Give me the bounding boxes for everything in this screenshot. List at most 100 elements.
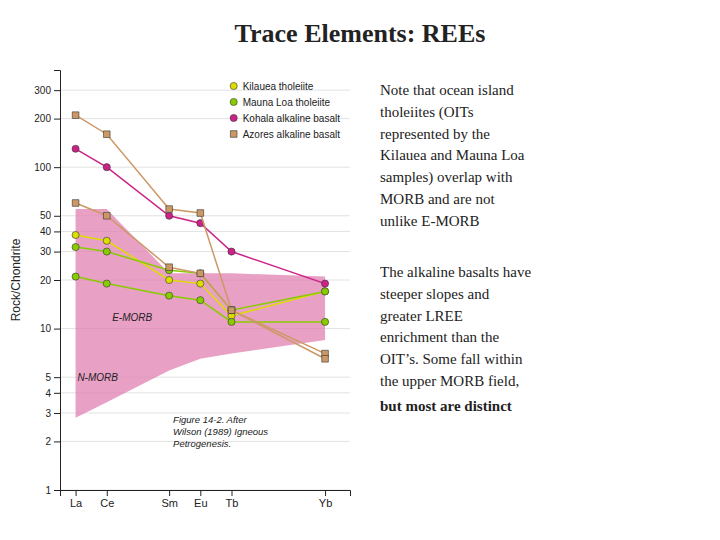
marks <box>72 112 329 418</box>
y-tick-mark <box>54 329 60 330</box>
x-tick-label: La <box>70 497 83 509</box>
data-point <box>197 270 204 277</box>
series-line <box>76 203 325 359</box>
x-tick: Sm <box>161 490 178 509</box>
y-axis-line <box>54 71 61 491</box>
y-tick: 50 <box>40 210 60 221</box>
x-tick-mark <box>325 490 326 496</box>
data-point <box>103 212 110 219</box>
y-tick: 2 <box>45 436 60 447</box>
legend-marker <box>230 131 237 138</box>
data-point <box>197 280 204 287</box>
y-tick-mark <box>54 393 60 394</box>
x-tick: Tb <box>226 490 239 509</box>
legend-marker <box>230 114 237 121</box>
x-tick-label: Eu <box>194 497 207 509</box>
data-point <box>197 210 204 217</box>
y-tick-mark <box>54 413 60 414</box>
data-point <box>103 131 110 138</box>
x-tick-mark <box>200 490 201 496</box>
y-tick-label: 10 <box>40 323 52 334</box>
y-axis: 123451020304050100200300 <box>34 71 60 496</box>
y-tick-label: 200 <box>34 113 51 124</box>
caption: Figure 14-2. After Wilson (1989) Igneous… <box>173 414 268 450</box>
y-tick-label: 40 <box>40 226 52 237</box>
chart-svg: Trace Elements: REEs La Ce Sm Eu Tb Yb 1 2 3 4 5 10 2… <box>0 0 720 540</box>
x-tick-label: Yb <box>319 497 332 509</box>
legend-label: Kohala alkaline basalt <box>243 113 341 124</box>
y-tick-mark <box>54 119 60 120</box>
data-point <box>197 297 204 304</box>
data-point <box>72 231 79 238</box>
data-point <box>72 243 79 250</box>
y-tick: 4 <box>45 388 60 399</box>
note: The alkaline basalts have steeper slopes… <box>380 262 531 393</box>
data-point <box>103 164 110 171</box>
y-tick: 10 <box>40 323 60 334</box>
morb-field <box>76 209 325 418</box>
series-line <box>76 247 325 310</box>
x-axis-line <box>61 491 351 497</box>
legend: Kilauea tholeiite Mauna Loa tholeiite Koha… <box>230 81 340 140</box>
y-tick-label: 3 <box>45 408 51 419</box>
y-tick-label: 100 <box>34 162 51 173</box>
grid <box>60 90 350 490</box>
data-point <box>228 307 235 314</box>
x-tick-mark <box>169 490 170 496</box>
plot: LaCeSmEuTbYb123451020304050100200300Rock… <box>9 71 351 509</box>
y-tick-label: 30 <box>40 246 52 257</box>
note-highlight: but most are distinct <box>380 396 512 418</box>
legend-item: Kohala alkaline basalt <box>230 113 340 124</box>
y-tick-label: 2 <box>45 436 51 447</box>
data-point <box>72 200 79 207</box>
data-point <box>103 248 110 255</box>
y-tick-mark <box>54 231 60 232</box>
y-tick: 40 <box>40 226 60 237</box>
legend-item: Kilauea tholeiite <box>230 81 314 92</box>
data-point <box>166 206 173 213</box>
y-tick-mark <box>54 490 60 491</box>
y-tick: 3 <box>45 408 60 419</box>
legend-marker <box>230 98 237 105</box>
field-label: E-MORB <box>112 312 152 324</box>
legend-label: Mauna Loa tholeiite <box>243 97 331 108</box>
legend-item: Azores alkaline basalt <box>230 129 340 140</box>
x-axis: La Ce Sm Eu Tb Yb <box>61 490 351 509</box>
y-tick: 1 <box>45 485 60 496</box>
data-point <box>166 276 173 283</box>
y-tick: 5 <box>45 372 60 383</box>
data-point <box>166 212 173 219</box>
y-tick-label: 5 <box>45 372 51 383</box>
y-tick-mark <box>54 280 60 281</box>
data-point <box>321 288 328 295</box>
x-tick-label: Tb <box>226 497 239 509</box>
y-tick: 200 <box>34 113 60 124</box>
x-tick-mark <box>107 490 108 496</box>
legend-label: Azores alkaline basalt <box>243 129 340 140</box>
data-point <box>72 112 79 119</box>
title: Trace Elements: REEs <box>235 19 486 48</box>
legend-marker <box>230 82 237 89</box>
data-point <box>228 307 235 314</box>
data-point <box>166 292 173 299</box>
series-line <box>76 235 325 316</box>
data-point <box>166 264 173 271</box>
x-tick: Ce <box>100 490 114 509</box>
chart-container: Trace Elements: REEs La Ce Sm Eu Tb Yb 1 2 3 4 5 10 2… <box>0 0 720 540</box>
y-tick-label: 1 <box>45 485 51 496</box>
y-tick-mark <box>54 216 60 217</box>
series-line <box>76 115 325 353</box>
data-point <box>322 355 329 362</box>
x-tick-mark <box>232 490 233 496</box>
x-tick: Yb <box>319 490 332 509</box>
data-point <box>321 288 328 295</box>
y-tick-label: 50 <box>40 210 52 221</box>
y-tick-mark <box>54 167 60 168</box>
y-tick: 30 <box>40 246 60 257</box>
legend-label: Kilauea tholeiite <box>243 81 314 92</box>
y-tick-label: 4 <box>45 388 51 399</box>
y-tick: 100 <box>34 162 60 173</box>
x-tick: Eu <box>194 490 207 509</box>
data-point <box>321 318 328 325</box>
data-point <box>321 280 328 287</box>
